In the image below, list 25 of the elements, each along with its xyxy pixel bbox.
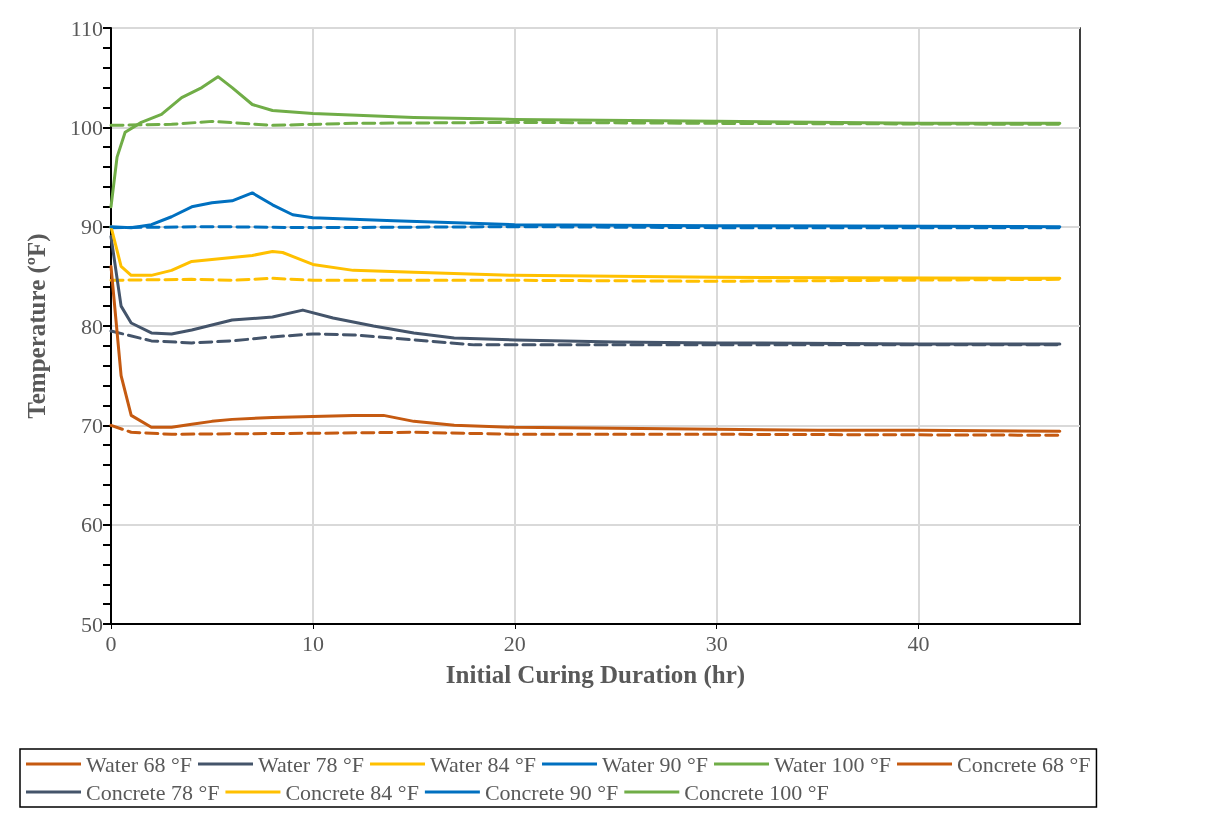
y-tick-label: 90 — [81, 214, 103, 240]
legend-label: Water 78 °F — [258, 751, 365, 777]
x-tick-label: 40 — [907, 630, 930, 656]
line-series — [109, 264, 1062, 433]
x-tick-label: 20 — [503, 630, 526, 656]
y-tick-label: 100 — [70, 114, 103, 140]
y-tick-label: 70 — [81, 412, 103, 438]
x-tick-label: 0 — [105, 630, 117, 656]
legend-label: Concrete 100 °F — [684, 779, 829, 805]
y-tick-label: 80 — [81, 313, 103, 339]
x-axis-title: Initial Curing Duration (hr) — [445, 661, 746, 689]
legend-label: Concrete 90 °F — [484, 779, 619, 805]
legend-label: Water 90 °F — [602, 751, 709, 777]
legend-label: Concrete 68 °F — [957, 751, 1091, 777]
y-axis-title: Temperature (ºF) — [23, 233, 51, 419]
y-tick-label: 60 — [81, 512, 103, 538]
legend-label: Water 84 °F — [430, 751, 537, 777]
legend-label: Concrete 84 °F — [285, 779, 419, 805]
legend-label: Water 68 °F — [86, 751, 193, 777]
x-tick-label: 10 — [301, 630, 324, 656]
legend-label: Water 100 °F — [774, 751, 892, 777]
x-tick-label: 30 — [705, 630, 728, 656]
legend-label: Concrete 78 °F — [86, 779, 220, 805]
y-tick-label: 50 — [81, 611, 103, 637]
y-tick-label: 110 — [70, 15, 103, 41]
